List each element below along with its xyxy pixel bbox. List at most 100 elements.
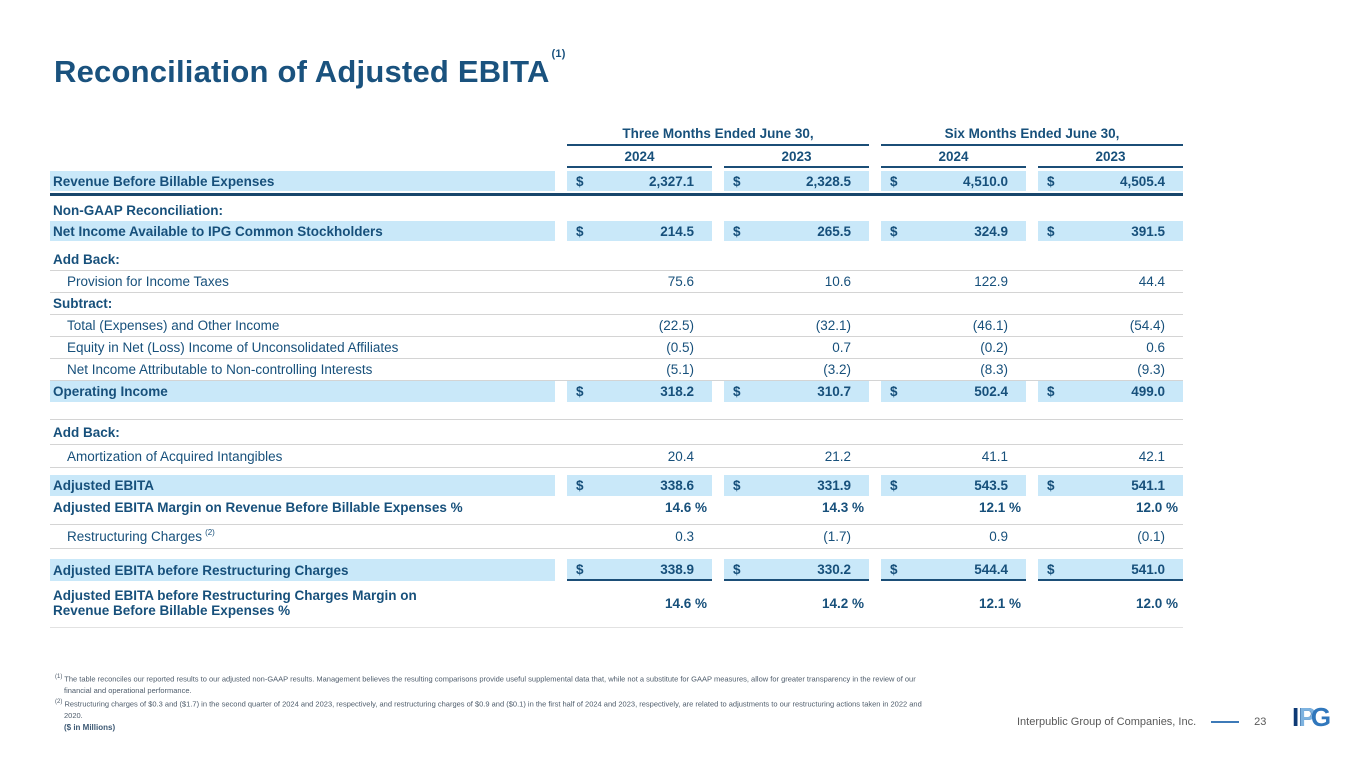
ipg-logo-g: G bbox=[1310, 702, 1331, 732]
value-cell-6m-2024: $502.4 bbox=[881, 381, 1026, 402]
row-label: Adjusted EBITA before Restructuring Char… bbox=[50, 559, 555, 581]
value-cell-6m-2023: 0.6 bbox=[1146, 340, 1165, 355]
currency-symbol: $ bbox=[576, 561, 584, 577]
header-spacer bbox=[50, 122, 555, 146]
row-adjusted-ebita-before-restructuring: Adjusted EBITA before Restructuring Char… bbox=[50, 559, 1183, 581]
value: 2,328.5 bbox=[805, 173, 851, 189]
value: 310.7 bbox=[817, 384, 851, 399]
row-label: Equity in Net (Loss) Income of Unconsoli… bbox=[67, 340, 399, 355]
currency-symbol: $ bbox=[1047, 384, 1055, 399]
row-non-controlling-interests: Net Income Attributable to Non-controlli… bbox=[50, 358, 1183, 381]
value-cell-6m-2023: 42.1 bbox=[1138, 448, 1165, 464]
value-cell-3m-2024: 20.4 bbox=[667, 448, 694, 464]
value-cell-3m-2023: (32.1) bbox=[815, 318, 851, 333]
value-cell-3m-2024: 0.3 bbox=[675, 529, 694, 544]
value-cell-6m-2024: 12.1 % bbox=[978, 499, 1021, 515]
reconciliation-table: Three Months Ended June 30, Six Months E… bbox=[50, 122, 1183, 628]
row-amortization-acquired-intangibles: Amortization of Acquired Intangibles 20.… bbox=[50, 444, 1183, 468]
ipg-logo-ip: IP bbox=[1292, 702, 1316, 732]
row-non-gaap-header: Non-GAAP Reconciliation: bbox=[50, 200, 1183, 220]
value-cell-6m-2023: $391.5 bbox=[1038, 221, 1183, 241]
currency-symbol: $ bbox=[890, 173, 898, 189]
year-header-3m-2024: 2024 bbox=[567, 147, 712, 168]
currency-symbol: $ bbox=[733, 384, 741, 399]
currency-symbol: $ bbox=[890, 223, 898, 239]
value-cell-6m-2024: 122.9 bbox=[974, 274, 1008, 289]
value-cell-6m-2023: 44.4 bbox=[1138, 274, 1165, 289]
value: 4,505.4 bbox=[1119, 173, 1165, 189]
table-header-years: 2024 2023 2024 2023 bbox=[50, 147, 1183, 168]
slide-footer: Interpublic Group of Companies, Inc. 23 bbox=[1017, 716, 1266, 728]
currency-symbol: $ bbox=[576, 384, 584, 399]
currency-symbol: $ bbox=[1047, 223, 1055, 239]
value: 2,327.1 bbox=[648, 173, 694, 189]
row-label: Restructuring Charges (2) bbox=[50, 525, 555, 548]
row-equity-unconsolidated-affiliates: Equity in Net (Loss) Income of Unconsoli… bbox=[50, 336, 1183, 358]
title-footnote-marker: (1) bbox=[551, 47, 566, 60]
row-add-back-1: Add Back: bbox=[50, 249, 1183, 269]
footnote-1-text: The table reconciles our reported result… bbox=[64, 674, 916, 696]
row-adjusted-ebita: Adjusted EBITA $338.6 $331.9 $543.5 $541… bbox=[50, 475, 1183, 496]
value-cell-6m-2023: (0.1) bbox=[1137, 529, 1165, 544]
value-cell-6m-2024: $544.4 bbox=[881, 559, 1026, 581]
row-label-text: Restructuring Charges bbox=[67, 529, 203, 544]
value-cell-6m-2023: (9.3) bbox=[1137, 362, 1165, 377]
footnote-marker-2: (2) bbox=[205, 528, 215, 537]
currency-symbol: $ bbox=[576, 478, 584, 493]
value-cell-3m-2023: 21.2 bbox=[824, 448, 851, 464]
value-cell-3m-2024: $214.5 bbox=[567, 221, 712, 241]
row-label: Net Income Available to IPG Common Stock… bbox=[50, 221, 555, 241]
value-cell-3m-2024: 75.6 bbox=[667, 274, 694, 289]
value-cell-6m-2023: $499.0 bbox=[1038, 381, 1183, 402]
value-cell-3m-2024: $338.6 bbox=[567, 475, 712, 496]
currency-symbol: $ bbox=[1047, 561, 1055, 577]
currency-symbol: $ bbox=[1047, 173, 1055, 189]
ipg-logo: IPPG bbox=[1292, 702, 1331, 733]
value-cell-3m-2024: (22.5) bbox=[658, 318, 694, 333]
section-label: Subtract: bbox=[53, 296, 113, 311]
row-label: Provision for Income Taxes bbox=[67, 274, 229, 289]
value-cell-3m-2024: $338.9 bbox=[567, 559, 712, 581]
row-subtract-header: Subtract: bbox=[50, 292, 1183, 314]
value-cell-6m-2024: (46.1) bbox=[972, 318, 1008, 333]
row-net-income-available: Net Income Available to IPG Common Stock… bbox=[50, 221, 1183, 241]
row-label: Net Income Attributable to Non-controlli… bbox=[67, 362, 373, 377]
row-label: Operating Income bbox=[50, 381, 555, 402]
value-cell-3m-2023: $330.2 bbox=[724, 559, 869, 581]
value: 318.2 bbox=[660, 384, 694, 399]
value-cell-3m-2023: 14.2 % bbox=[821, 595, 864, 611]
value-cell-3m-2024: (5.1) bbox=[666, 362, 694, 377]
value-cell-3m-2023: 0.7 bbox=[832, 340, 851, 355]
row-adjusted-ebita-before-restructuring-margin: Adjusted EBITA before Restructuring Char… bbox=[50, 586, 1183, 620]
value-cell-6m-2024: $324.9 bbox=[881, 221, 1026, 241]
column-group-six-months: Six Months Ended June 30, bbox=[881, 122, 1183, 146]
footnote-2-text: Restructuring charges of $0.3 and ($1.7)… bbox=[64, 699, 922, 720]
value: 324.9 bbox=[974, 223, 1008, 239]
divider-thin-bottom bbox=[50, 627, 1183, 628]
footnotes: (1) The table reconciles our reported re… bbox=[55, 672, 940, 734]
currency-symbol: $ bbox=[733, 223, 741, 239]
currency-symbol: $ bbox=[733, 478, 741, 493]
divider-thick bbox=[50, 193, 1183, 196]
value-cell-6m-2023: $4,505.4 bbox=[1038, 171, 1183, 191]
value-cell-3m-2024: 14.6 % bbox=[664, 499, 707, 515]
footnote-1: (1) The table reconciles our reported re… bbox=[55, 672, 940, 697]
value: 331.9 bbox=[817, 478, 851, 493]
currency-symbol: $ bbox=[890, 384, 898, 399]
value-cell-6m-2024: (8.3) bbox=[980, 362, 1008, 377]
row-label: Amortization of Acquired Intangibles bbox=[67, 448, 283, 464]
year-header-6m-2024: 2024 bbox=[881, 147, 1026, 168]
label-line-2: Revenue Before Billable Expenses % bbox=[53, 603, 291, 618]
value-cell-3m-2023: $310.7 bbox=[724, 381, 869, 402]
value-cell-3m-2024: (0.5) bbox=[666, 340, 694, 355]
value-cell-3m-2023: $265.5 bbox=[724, 221, 869, 241]
row-restructuring-charges: Restructuring Charges (2) 0.3 (1.7) 0.9 (… bbox=[50, 524, 1183, 549]
value: 541.0 bbox=[1131, 561, 1165, 577]
value: 214.5 bbox=[660, 223, 694, 239]
page-title-text: Reconciliation of Adjusted EBITA bbox=[54, 54, 550, 89]
value-cell-6m-2023: (54.4) bbox=[1129, 318, 1165, 333]
table-header-groups: Three Months Ended June 30, Six Months E… bbox=[50, 122, 1183, 146]
value-cell-6m-2023: 12.0 % bbox=[1135, 499, 1178, 515]
value-cell-3m-2024: $2,327.1 bbox=[567, 171, 712, 191]
value-cell-3m-2023: 14.3 % bbox=[821, 499, 864, 515]
